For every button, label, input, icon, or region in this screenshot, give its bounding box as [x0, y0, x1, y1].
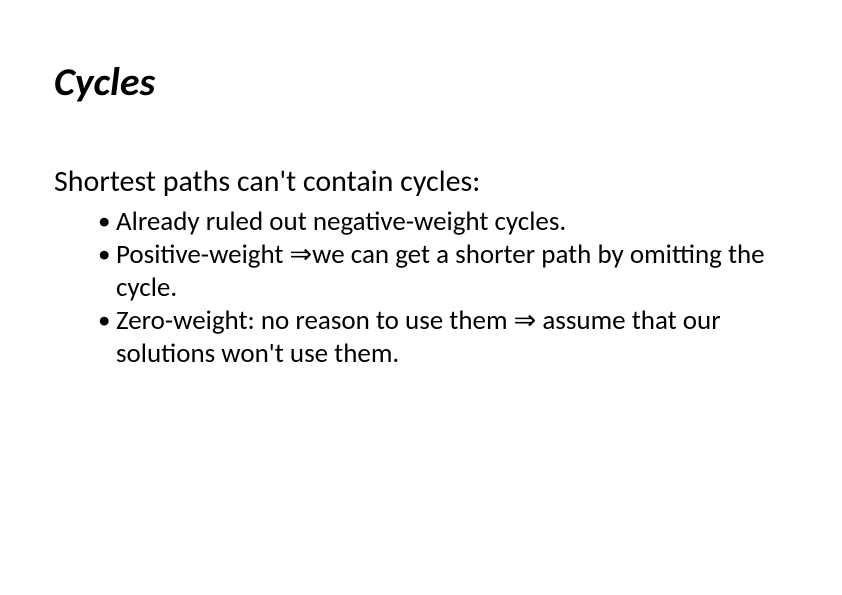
bullet-item: Zero-weight: no reason to use them ⇒ ass… [98, 305, 788, 371]
bullet-item: Already ruled out negative-weight cycles… [98, 206, 788, 239]
intro-text: Shortest paths can't contain cycles: [54, 164, 788, 200]
bullet-item: Positive-weight ⇒we can get a shorter pa… [98, 239, 788, 305]
slide-title: Cycles [54, 60, 788, 104]
slide: Cycles Shortest paths can't contain cycl… [0, 0, 842, 595]
bullet-list: Already ruled out negative-weight cycles… [98, 206, 788, 371]
